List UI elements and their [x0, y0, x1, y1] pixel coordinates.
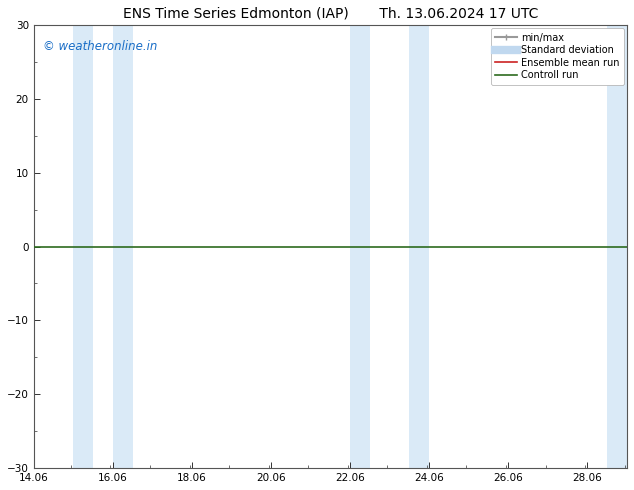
Title: ENS Time Series Edmonton (IAP)       Th. 13.06.2024 17 UTC: ENS Time Series Edmonton (IAP) Th. 13.06… [123, 7, 538, 21]
Text: © weatheronline.in: © weatheronline.in [42, 40, 157, 53]
Bar [350, 25, 370, 468]
Bar [607, 25, 627, 468]
Bar [410, 25, 429, 468]
Bar [74, 25, 93, 468]
Bar [113, 25, 133, 468]
Legend: min/max, Standard deviation, Ensemble mean run, Controll run: min/max, Standard deviation, Ensemble me… [491, 28, 624, 85]
